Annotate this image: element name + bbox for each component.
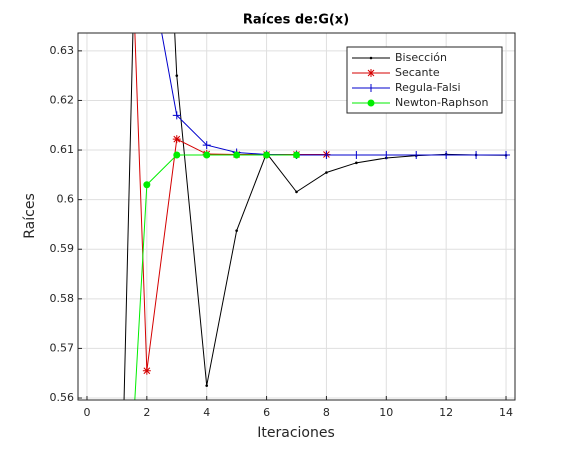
marker bbox=[263, 151, 271, 159]
x-tick-label: 10 bbox=[379, 406, 393, 419]
x-tick-label: 4 bbox=[203, 406, 210, 419]
x-axis-label: Iteraciones bbox=[257, 425, 335, 441]
y-tick-label: 0.61 bbox=[50, 143, 75, 156]
marker bbox=[367, 84, 375, 92]
marker bbox=[175, 74, 179, 77]
marker bbox=[325, 171, 328, 174]
marker bbox=[233, 151, 241, 159]
y-tick-label: 0.6 bbox=[57, 193, 75, 206]
marker bbox=[172, 111, 181, 120]
marker bbox=[412, 151, 421, 160]
legend-label: Regula-Falsi bbox=[395, 81, 461, 94]
ticks: 0 2 4 6 8 10 12 14 0.56 0.57 0.58 0.59 0.6 0.61 0.62 0.… bbox=[50, 44, 514, 419]
marker bbox=[352, 151, 361, 160]
marker bbox=[322, 151, 331, 160]
legend-label: Bisección bbox=[395, 51, 447, 64]
marker bbox=[295, 190, 298, 194]
x-tick-label: 2 bbox=[143, 406, 150, 419]
legend-label: Secante bbox=[395, 66, 440, 79]
legend: Bisección Secante Regula-Falsi Newton-Raphs… bbox=[346, 46, 503, 114]
chart-title: Raíces de:G(x) bbox=[243, 13, 349, 28]
marker bbox=[382, 151, 391, 160]
marker bbox=[367, 69, 375, 77]
marker bbox=[172, 135, 181, 144]
y-axis-label: Raíces bbox=[22, 193, 38, 239]
x-tick-label: 6 bbox=[263, 406, 270, 419]
marker bbox=[142, 366, 151, 375]
plot-area bbox=[123, 33, 511, 400]
grid bbox=[78, 33, 515, 400]
marker bbox=[369, 56, 373, 60]
y-tick-label: 0.63 bbox=[50, 44, 75, 57]
marker bbox=[293, 151, 300, 159]
marker bbox=[367, 99, 375, 107]
marker bbox=[442, 151, 451, 160]
y-tick-label: 0.56 bbox=[50, 391, 75, 404]
x-tick-label: 12 bbox=[439, 406, 453, 419]
marker bbox=[203, 151, 211, 159]
y-tick-label: 0.57 bbox=[50, 341, 75, 354]
marker bbox=[143, 181, 151, 189]
y-tick-label: 0.58 bbox=[50, 292, 75, 305]
legend-label: Newton-Raphson bbox=[395, 96, 489, 109]
marker bbox=[472, 151, 481, 160]
marker bbox=[205, 384, 209, 387]
axes-box bbox=[77, 32, 516, 401]
x-tick-label: 0 bbox=[83, 406, 90, 419]
x-tick-label: 14 bbox=[499, 406, 513, 419]
x-tick-label: 8 bbox=[323, 406, 330, 419]
marker bbox=[502, 151, 511, 160]
y-tick-label: 0.62 bbox=[50, 93, 75, 106]
marker bbox=[202, 141, 211, 150]
marker bbox=[173, 151, 181, 159]
marker bbox=[355, 161, 358, 165]
y-tick-label: 0.59 bbox=[50, 242, 75, 255]
marker bbox=[235, 229, 238, 232]
